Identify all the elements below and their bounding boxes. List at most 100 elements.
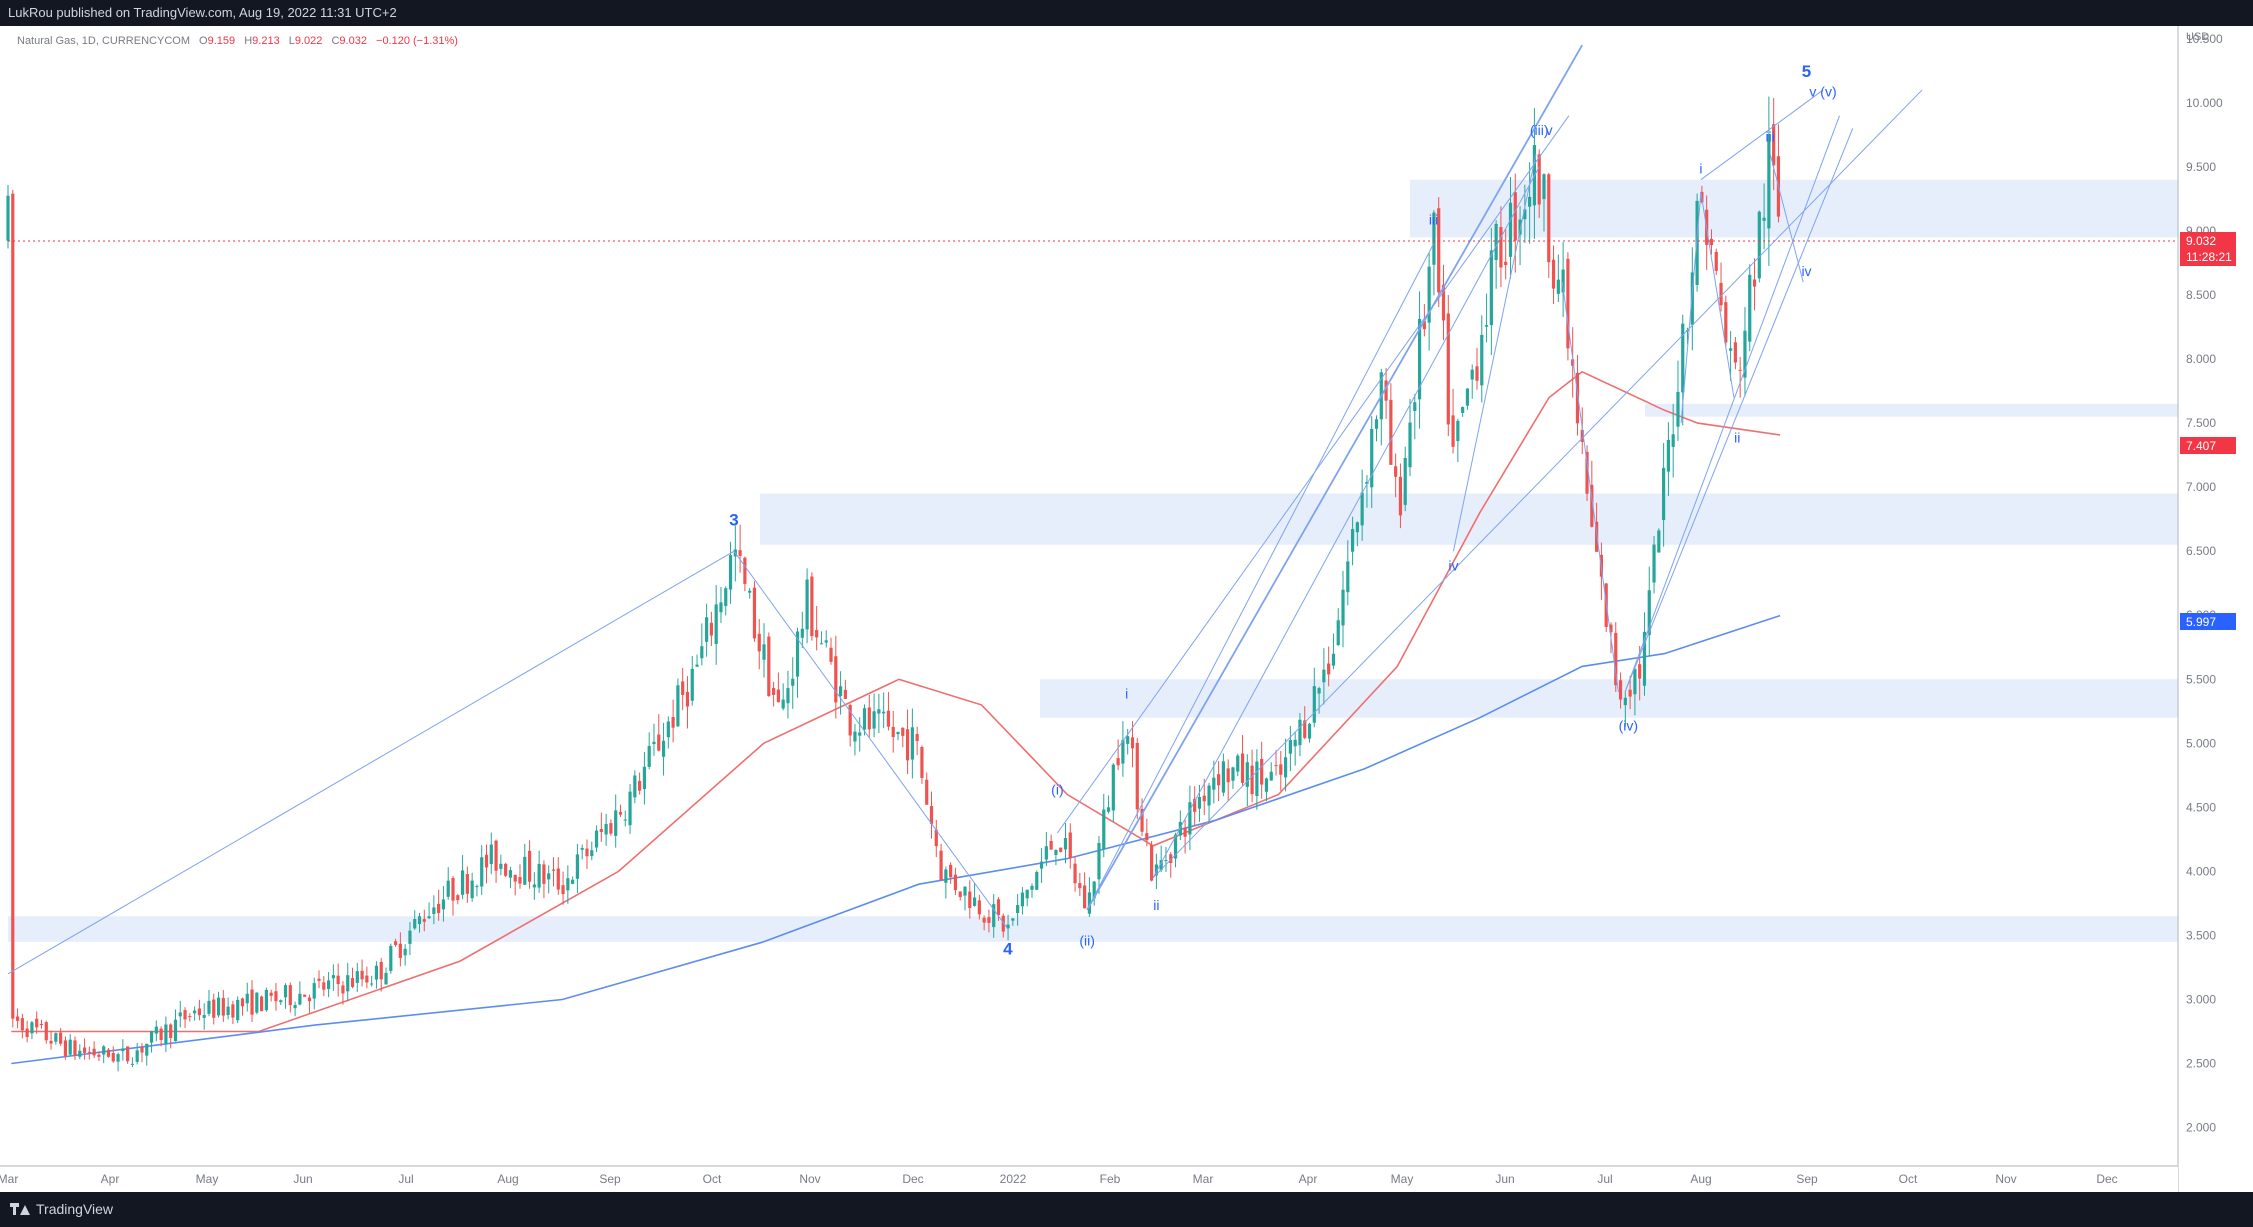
candle-body <box>1652 544 1656 583</box>
candle-body <box>781 699 785 709</box>
candle-body <box>1106 807 1111 812</box>
candle-body <box>618 811 623 815</box>
candle-body <box>35 1018 39 1028</box>
candle-body <box>54 1033 58 1042</box>
wave-label-16: v (v) <box>1809 83 1836 99</box>
candle-body <box>312 983 316 999</box>
candle-body <box>1480 334 1484 386</box>
candle-body <box>685 691 690 707</box>
candle-body <box>293 1005 297 1009</box>
candle-body <box>1063 838 1068 850</box>
y-tick-label-16: 10.000 <box>2186 96 2223 110</box>
candle-body <box>1126 736 1130 744</box>
candle-body <box>355 971 359 983</box>
candle-body <box>1585 451 1589 494</box>
x-tick-label-5: Aug <box>497 1172 518 1186</box>
candle-body <box>1427 266 1431 323</box>
candle-body <box>1111 764 1115 811</box>
candle-body <box>207 1000 211 1014</box>
publisher-text: LukRou published on TradingView.com, Aug… <box>8 5 397 20</box>
candle-body <box>1312 686 1316 723</box>
candle-body <box>1049 840 1053 850</box>
candle-body <box>221 998 225 1016</box>
chart-area[interactable]: 3 4 (i) (ii) i ii iii iv (iii) v (iv) i ii iii iv 5 v (v… <box>0 26 2253 1192</box>
candle-body <box>1752 279 1757 287</box>
legend: Natural Gas, 1D, CURRENCYCOM O9.159 H9.2… <box>17 35 458 47</box>
wave-label-4: i <box>1125 685 1128 701</box>
candle-body <box>609 823 613 834</box>
candle-body <box>1590 484 1594 527</box>
candle-body <box>417 916 422 925</box>
candle-body <box>714 604 718 644</box>
candle-body <box>862 708 867 730</box>
candle-body <box>896 731 900 735</box>
candle-body <box>1724 302 1728 343</box>
candle-body <box>776 689 780 703</box>
candle-body <box>1202 795 1206 802</box>
candle-body <box>307 997 312 1002</box>
candle-body <box>494 840 498 871</box>
candle-body <box>853 731 857 742</box>
candle-body <box>843 689 847 699</box>
candle-body <box>30 1022 34 1034</box>
candle-body <box>130 1063 135 1065</box>
candle-body <box>1762 217 1766 221</box>
candle-body <box>1647 590 1651 636</box>
candle-body <box>1303 720 1307 738</box>
candle-body <box>1638 664 1642 679</box>
candle-body <box>1484 325 1489 327</box>
y-tick-label-3: 3.500 <box>2186 928 2216 942</box>
legend-high: 9.213 <box>252 35 280 47</box>
candle-body <box>437 903 441 914</box>
candle-body <box>1489 250 1493 326</box>
candle-body <box>149 1031 154 1043</box>
candle-body <box>1173 834 1178 859</box>
candle-body <box>1432 212 1436 265</box>
wave-label-1: 4 <box>1003 940 1013 959</box>
candle-body <box>690 668 694 701</box>
candle-body <box>1020 892 1025 907</box>
last-price-badge: 9.032 11:28:21 <box>2180 232 2236 266</box>
tradingview-logo[interactable]: TradingView <box>10 1201 113 1217</box>
zone-0 <box>8 916 2178 942</box>
candle-body <box>173 1019 178 1042</box>
candle-body <box>1331 653 1336 666</box>
candle-body <box>705 617 709 642</box>
candle-body <box>1336 620 1340 646</box>
x-tick-label-17: Aug <box>1690 1172 1711 1186</box>
candle-body <box>882 711 886 714</box>
x-tick-label-1: Apr <box>101 1172 120 1186</box>
candle-body <box>188 1016 192 1018</box>
x-tick-label-2: May <box>196 1172 219 1186</box>
candle-body <box>848 705 852 736</box>
wave-label-10: (iv) <box>1619 717 1638 733</box>
zones-layer <box>8 179 2178 942</box>
legend-high-label: H <box>244 35 252 47</box>
candle-body <box>724 588 728 606</box>
candle-body <box>446 880 450 897</box>
candle-body <box>661 740 666 757</box>
candle-body <box>1738 369 1742 371</box>
candle-body <box>389 945 393 971</box>
wave-label-8: (iii) <box>1530 122 1549 138</box>
candle-body <box>743 557 747 584</box>
wave-line-6 <box>1152 89 1923 879</box>
candle-body <box>15 1016 20 1021</box>
y-tick-label-5: 4.500 <box>2186 800 2216 814</box>
candle-body <box>1767 134 1771 229</box>
candle-body <box>647 745 651 767</box>
candle-body <box>910 727 914 760</box>
wave-line-0 <box>7 550 735 975</box>
y-tick-label-9: 6.500 <box>2186 544 2216 558</box>
candle-body <box>44 1022 48 1041</box>
candle-body <box>1154 864 1158 876</box>
candle-body <box>575 854 580 879</box>
candle-body <box>1164 860 1168 862</box>
candle-body <box>594 830 599 848</box>
candle-body <box>303 994 307 997</box>
candle-body <box>427 916 431 919</box>
candle-body <box>1465 388 1470 406</box>
candle-body <box>49 1040 53 1044</box>
candle-body <box>336 975 340 985</box>
